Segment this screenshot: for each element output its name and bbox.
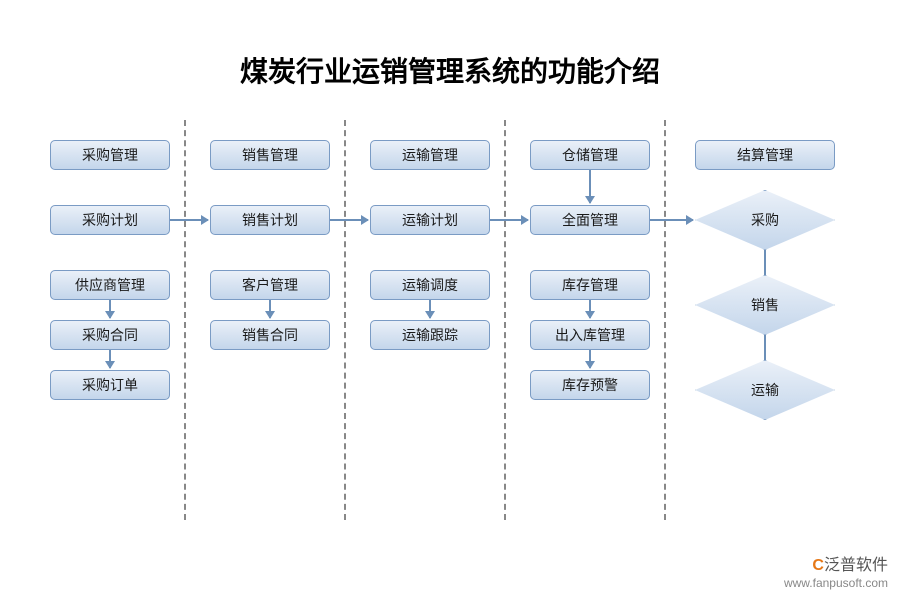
diamond-label-transport: 运输: [751, 380, 779, 400]
node-inventory-alert: 库存预警: [530, 370, 650, 400]
divider-3: [504, 120, 506, 520]
node-purchase-diamond: 采购: [695, 190, 835, 250]
arrow-v-c3-1: [429, 300, 431, 318]
arrow-v-c1-1: [109, 300, 111, 318]
arrow-h-1: [170, 219, 208, 221]
node-purchase-order: 采购订单: [50, 370, 170, 400]
node-customer-mgmt: 客户管理: [210, 270, 330, 300]
arrow-v-c2-1: [269, 300, 271, 318]
node-settlement-mgmt: 结算管理: [695, 140, 835, 170]
node-transport-track: 运输跟踪: [370, 320, 490, 350]
node-sales-contract: 销售合同: [210, 320, 330, 350]
node-transport-mgmt: 运输管理: [370, 140, 490, 170]
node-inventory-mgmt: 库存管理: [530, 270, 650, 300]
watermark: C泛普软件 www.fanpusoft.com: [784, 556, 888, 592]
node-sales-plan: 销售计划: [210, 205, 330, 235]
node-sales-diamond: 销售: [695, 275, 835, 335]
arrow-v-c4-1: [589, 300, 591, 318]
arrow-v-c1-2: [109, 350, 111, 368]
node-sales-mgmt: 销售管理: [210, 140, 330, 170]
arrow-v-c4-0: [589, 170, 591, 203]
line-v-d2: [764, 335, 766, 360]
arrow-h-2: [330, 219, 368, 221]
diamond-label-sales: 销售: [751, 295, 779, 315]
diagram-title: 煤炭行业运销管理系统的功能介绍: [0, 0, 900, 120]
node-purchase-plan: 采购计划: [50, 205, 170, 235]
node-purchase-mgmt: 采购管理: [50, 140, 170, 170]
line-v-d1: [764, 250, 766, 275]
node-overall-mgmt: 全面管理: [530, 205, 650, 235]
node-warehouse-mgmt: 仓储管理: [530, 140, 650, 170]
watermark-url: www.fanpusoft.com: [784, 576, 888, 592]
node-inout-mgmt: 出入库管理: [530, 320, 650, 350]
arrow-h-3: [490, 219, 528, 221]
diamond-label-purchase: 采购: [751, 210, 779, 230]
node-transport-dispatch: 运输调度: [370, 270, 490, 300]
arrow-v-c4-2: [589, 350, 591, 368]
watermark-accent: C: [812, 557, 824, 574]
node-purchase-contract: 采购合同: [50, 320, 170, 350]
divider-4: [664, 120, 666, 520]
arrow-h-4: [650, 219, 693, 221]
divider-1: [184, 120, 186, 520]
watermark-brand: C泛普软件: [784, 556, 888, 577]
flowchart-canvas: 采购管理 采购计划 供应商管理 采购合同 采购订单 销售管理 销售计划 客户管理…: [0, 120, 900, 600]
node-supplier-mgmt: 供应商管理: [50, 270, 170, 300]
node-transport-plan: 运输计划: [370, 205, 490, 235]
watermark-brand-text: 泛普软件: [824, 557, 888, 574]
node-transport-diamond: 运输: [695, 360, 835, 420]
divider-2: [344, 120, 346, 520]
